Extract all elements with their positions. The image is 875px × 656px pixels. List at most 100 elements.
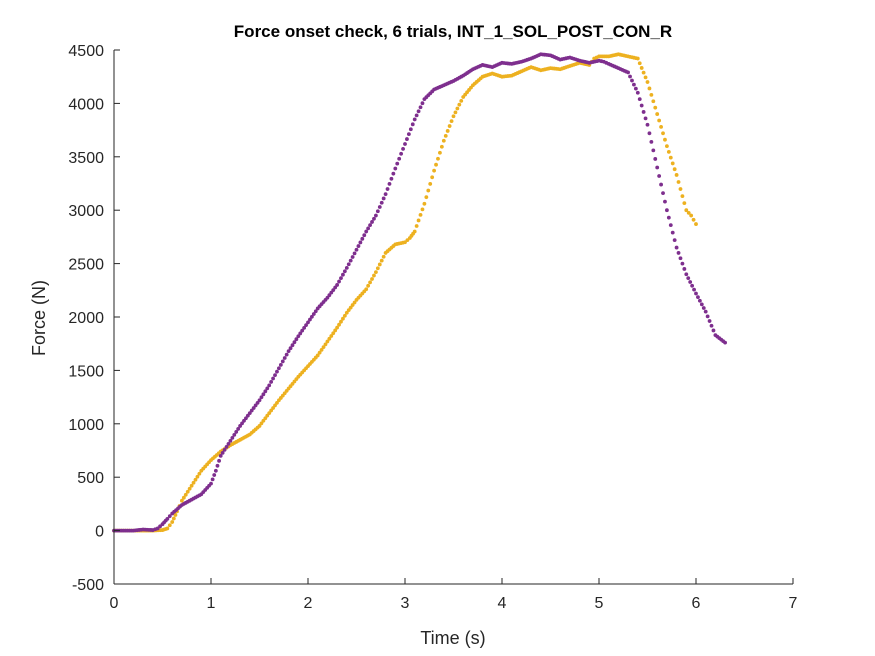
data-point: [692, 287, 696, 292]
data-point: [408, 127, 413, 132]
data-point: [348, 258, 353, 263]
data-point: [689, 213, 694, 218]
data-point: [226, 441, 231, 446]
data-point: [228, 438, 233, 443]
data-point: [319, 347, 324, 352]
x-tick-label: 4: [498, 595, 507, 612]
data-point: [257, 398, 262, 403]
y-axis-label: Force (N): [29, 280, 49, 356]
data-point: [327, 336, 332, 341]
data-point: [296, 334, 301, 339]
data-point: [649, 139, 654, 144]
data-point: [335, 283, 339, 287]
x-axis-label: Time (s): [420, 628, 485, 648]
y-tick-label: 2000: [68, 310, 104, 327]
data-point: [317, 350, 322, 355]
data-point: [406, 132, 411, 137]
data-point: [441, 138, 446, 143]
data-point: [412, 229, 417, 234]
data-point: [377, 205, 382, 209]
y-tick-label: 4500: [68, 43, 104, 60]
data-point: [645, 80, 650, 84]
data-point: [342, 313, 347, 318]
data-point: [366, 226, 371, 231]
data-point: [325, 339, 330, 344]
data-point: [341, 272, 345, 277]
data-point: [711, 328, 716, 333]
data-point: [430, 175, 435, 180]
data-point: [277, 366, 281, 371]
data-point: [666, 215, 671, 220]
data-point: [696, 295, 700, 300]
data-point: [703, 309, 708, 314]
data-point: [273, 373, 277, 377]
data-point: [278, 362, 283, 367]
data-point: [375, 266, 380, 271]
data-point: [173, 513, 178, 517]
y-tick-label: 500: [77, 470, 104, 487]
y-tick-label: 3500: [68, 150, 104, 167]
data-point: [284, 352, 289, 357]
data-point: [180, 498, 184, 503]
data-point: [410, 122, 415, 127]
data-point: [637, 61, 642, 66]
data-point: [457, 102, 462, 107]
x-tick-label: 5: [595, 595, 604, 612]
data-point: [657, 118, 662, 123]
data-point: [699, 302, 704, 307]
data-point: [428, 182, 433, 186]
data-point: [680, 261, 685, 266]
data-point: [342, 269, 347, 274]
data-point: [661, 131, 665, 136]
x-tick-label: 7: [789, 595, 798, 612]
data-point: [187, 486, 192, 491]
data-point: [352, 251, 357, 256]
data-point: [697, 298, 702, 303]
data-point: [302, 325, 307, 330]
data-point: [445, 129, 450, 133]
data-point: [183, 492, 188, 497]
data-point: [647, 86, 652, 91]
y-tick-label: 0: [95, 524, 104, 541]
data-point: [395, 161, 400, 166]
series-layer: [112, 52, 727, 533]
x-tick-label: 2: [304, 595, 313, 612]
data-point: [414, 113, 419, 118]
data-point: [447, 124, 452, 128]
data-point: [701, 306, 706, 310]
data-point: [723, 340, 727, 345]
data-point: [416, 218, 421, 223]
data-point: [222, 447, 227, 452]
y-tick-label: 1000: [68, 417, 104, 434]
data-point: [670, 161, 675, 166]
data-point: [709, 323, 714, 328]
series-0: [112, 52, 698, 533]
y-tick-label: 3000: [68, 203, 104, 220]
data-point: [306, 320, 310, 325]
data-point: [424, 195, 429, 200]
data-point: [261, 392, 266, 397]
data-point: [661, 191, 665, 196]
data-point: [165, 526, 170, 531]
data-point: [309, 314, 314, 319]
x-tick-label: 1: [207, 595, 216, 612]
data-point: [422, 201, 427, 206]
data-point: [705, 314, 710, 319]
data-point: [323, 342, 328, 347]
data-point: [426, 188, 431, 193]
data-point: [218, 453, 223, 458]
data-point: [416, 109, 421, 114]
data-point: [341, 316, 345, 321]
data-point: [668, 155, 673, 160]
data-point: [420, 101, 425, 106]
data-point: [651, 99, 656, 104]
data-point: [165, 516, 170, 521]
data-point: [659, 125, 663, 129]
axes-layer: [113, 50, 793, 585]
data-point: [641, 110, 646, 114]
data-point: [215, 463, 220, 468]
data-point: [438, 150, 442, 155]
data-point: [680, 194, 685, 199]
data-point: [167, 523, 172, 528]
data-point: [682, 201, 687, 206]
